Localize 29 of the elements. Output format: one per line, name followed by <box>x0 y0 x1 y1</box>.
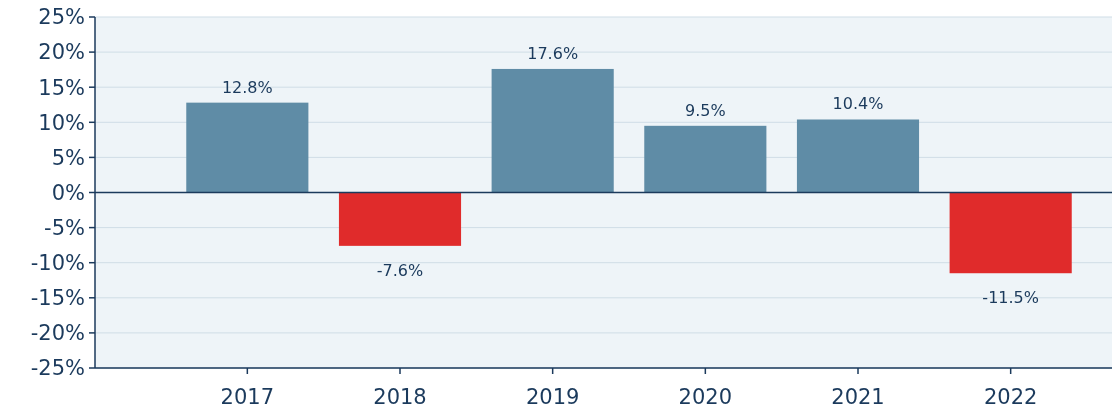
bar <box>338 192 462 246</box>
x-tick-label: 2019 <box>525 385 580 409</box>
y-tick-label: -10% <box>30 251 85 276</box>
data-label: 9.5% <box>685 100 726 120</box>
y-tick-label: -20% <box>30 321 85 346</box>
bar <box>949 192 1072 274</box>
data-label: 17.6% <box>527 43 579 63</box>
bar <box>644 125 767 193</box>
y-tick-label: 25% <box>38 5 85 30</box>
y-tick-label: 20% <box>38 40 85 65</box>
bar <box>186 102 309 193</box>
y-tick-label: 0% <box>51 180 85 205</box>
data-label: 10.4% <box>832 94 884 114</box>
x-tick-label: 2022 <box>983 385 1038 409</box>
x-tick-label: 2017 <box>220 385 275 409</box>
y-tick-label: 15% <box>38 75 85 100</box>
y-tick-label: -25% <box>30 356 85 381</box>
y-tick-label: -5% <box>44 215 85 240</box>
data-label: -7.6% <box>376 260 424 280</box>
data-label: 12.8% <box>221 77 273 97</box>
y-tick-label: -15% <box>30 286 85 311</box>
data-label: -11.5% <box>982 288 1039 308</box>
y-tick-label: 10% <box>38 110 85 135</box>
y-tick-label: 5% <box>51 145 85 170</box>
bar <box>796 119 920 193</box>
x-tick-label: 2020 <box>678 385 733 409</box>
x-tick-label: 2018 <box>373 385 427 409</box>
bar <box>491 68 614 193</box>
x-tick-label: 2021 <box>831 385 885 409</box>
